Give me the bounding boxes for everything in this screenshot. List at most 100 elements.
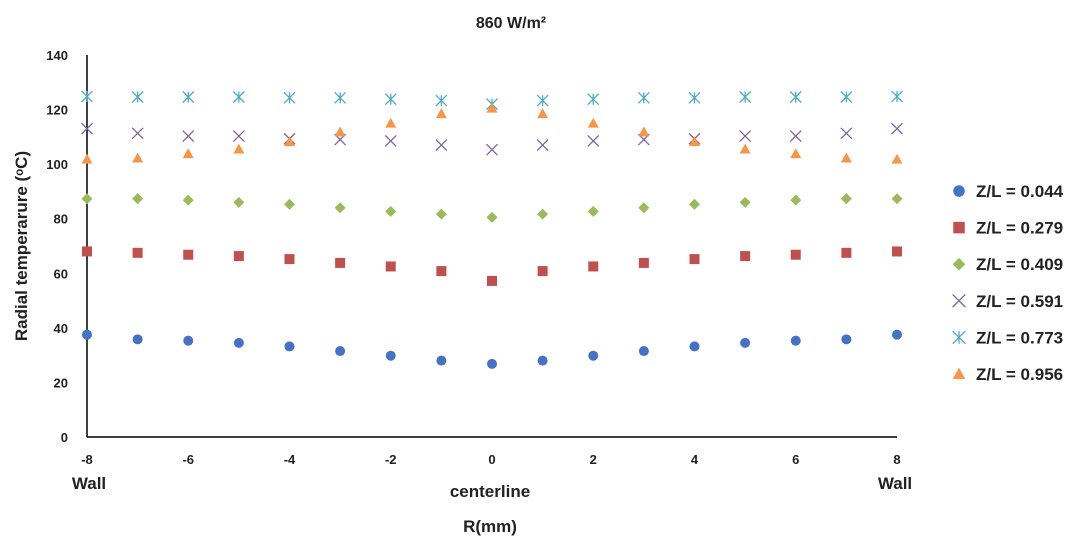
data-point <box>132 334 143 345</box>
x-tick-label: -2 <box>385 452 397 467</box>
data-point <box>790 148 802 159</box>
data-point <box>840 193 852 205</box>
data-point <box>537 108 549 119</box>
y-tick-label: 100 <box>46 157 68 172</box>
data-point <box>588 261 599 272</box>
legend-label: Z/L = 0.279 <box>976 219 1063 238</box>
legend-item: Z/L = 0.044 <box>953 182 1064 201</box>
data-point <box>892 329 902 340</box>
data-point <box>335 257 346 268</box>
data-point <box>132 152 144 163</box>
y-tick-label: 80 <box>54 212 68 227</box>
left-wall-label: Wall <box>72 474 106 493</box>
x-tick-label: -6 <box>182 452 194 467</box>
data-point <box>81 153 93 164</box>
plot-area <box>81 90 903 369</box>
data-point <box>486 102 498 113</box>
data-point <box>385 350 396 361</box>
data-point <box>689 198 700 210</box>
centerline-label: centerline <box>450 482 530 501</box>
data-point <box>132 247 143 258</box>
data-point <box>840 91 853 103</box>
data-point <box>233 143 245 154</box>
legend-label: Z/L = 0.956 <box>976 365 1063 384</box>
series-triangle <box>81 102 903 164</box>
data-point <box>789 130 802 142</box>
x-tick-label: 8 <box>893 452 900 467</box>
data-point <box>789 91 802 103</box>
data-point <box>840 152 852 163</box>
data-point <box>891 193 903 205</box>
data-point <box>284 341 295 352</box>
data-point <box>891 153 903 164</box>
data-point <box>537 266 548 277</box>
series-square <box>82 246 902 286</box>
series-diamond <box>81 193 903 223</box>
data-point <box>435 139 448 152</box>
data-point <box>689 254 700 265</box>
legend-item: Z/L = 0.956 <box>952 365 1063 384</box>
data-point <box>536 139 549 152</box>
data-point <box>740 251 751 262</box>
y-tick-label: 120 <box>46 103 68 118</box>
data-point <box>790 194 802 206</box>
data-point <box>487 275 497 286</box>
legend-item: Z/L = 0.279 <box>953 219 1063 238</box>
data-point <box>790 249 801 260</box>
x-axis-title: R(mm) <box>463 517 517 536</box>
data-point <box>587 93 600 106</box>
data-point <box>739 143 751 154</box>
data-point <box>82 329 92 340</box>
legend-marker <box>952 367 966 380</box>
legend-marker <box>952 294 966 308</box>
x-tick-label: 0 <box>488 452 495 467</box>
data-point <box>183 335 194 346</box>
data-point <box>638 257 649 268</box>
data-point <box>536 94 549 107</box>
data-point <box>233 251 244 262</box>
data-point <box>740 337 751 348</box>
data-point <box>385 261 396 272</box>
data-point <box>537 208 549 220</box>
data-point <box>587 134 600 147</box>
data-point <box>892 246 902 257</box>
chart-title: 860 W/m² <box>476 15 546 32</box>
data-point <box>334 91 347 104</box>
legend: Z/L = 0.044 Z/L = 0.279 Z/L = 0.409 Z/L = 0… <box>952 182 1064 384</box>
data-point <box>689 341 700 352</box>
legend-item: Z/L = 0.591 <box>952 292 1063 311</box>
data-point <box>689 136 700 147</box>
x-tick-label: 4 <box>691 452 699 467</box>
data-point <box>435 94 448 107</box>
data-point <box>637 91 650 104</box>
data-point <box>891 90 903 103</box>
data-point <box>638 202 650 214</box>
legend-marker <box>952 257 966 271</box>
data-point <box>436 355 447 366</box>
legend-label: Z/L = 0.409 <box>976 255 1063 274</box>
legend-item: Z/L = 0.409 <box>952 255 1063 274</box>
legend-marker <box>952 330 966 345</box>
data-point <box>131 127 144 140</box>
data-point <box>384 134 397 147</box>
data-point <box>334 126 346 137</box>
y-axis-title: Radial temperarure (ᵒC) <box>12 151 31 341</box>
y-tick-label: 20 <box>54 375 68 390</box>
data-point <box>537 355 548 366</box>
data-point <box>182 130 195 142</box>
legend-marker <box>953 221 965 234</box>
x-tick-label: 6 <box>792 452 799 467</box>
data-point <box>638 126 650 137</box>
x-tick-label: -8 <box>81 452 93 467</box>
data-point <box>182 194 194 206</box>
data-point <box>385 205 397 217</box>
series-circle <box>82 329 902 369</box>
series-x <box>81 122 903 156</box>
data-point <box>688 91 701 104</box>
legend-label: Z/L = 0.773 <box>976 328 1063 347</box>
data-point <box>587 117 599 128</box>
data-point <box>283 91 296 104</box>
data-point <box>182 91 195 103</box>
data-point <box>588 350 599 361</box>
